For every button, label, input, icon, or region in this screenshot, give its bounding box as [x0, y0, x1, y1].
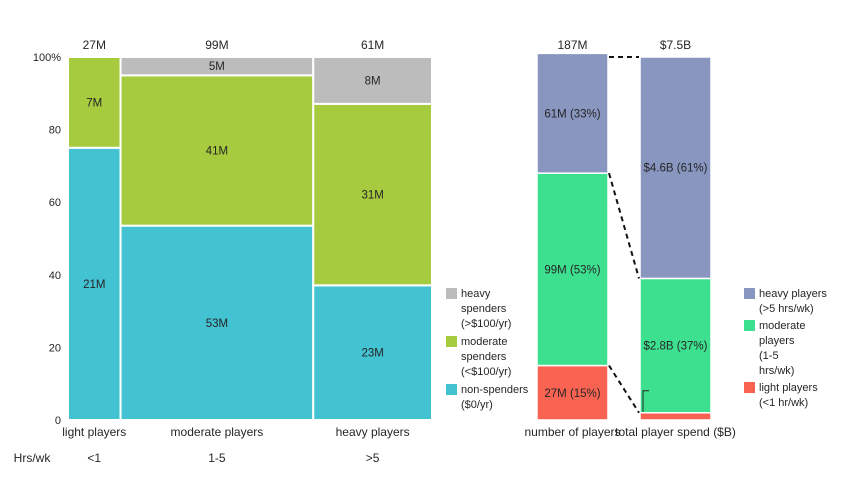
- stacked-bar-segment: [639, 411, 712, 421]
- hrs-value-label: 1-5: [208, 451, 226, 465]
- connector-dashed-line: [608, 365, 640, 414]
- legend-swatch: [744, 288, 755, 299]
- y-tick-label: 100%: [33, 52, 61, 64]
- segment-data-label: 27M (15%): [544, 388, 600, 400]
- y-tick-label: 40: [49, 270, 61, 282]
- legend-swatch: [446, 288, 457, 299]
- legend-label: ($0/yr): [461, 399, 493, 411]
- bar-total-label: 187M: [557, 38, 587, 52]
- legend-label: (<$100/yr): [461, 366, 511, 378]
- legend-label: heavy players: [759, 288, 827, 300]
- hrs-value-label: <1: [87, 451, 101, 465]
- stacked-bar-segment: [639, 56, 712, 280]
- segment-data-label: 5M: [209, 61, 225, 73]
- legend-label: spenders: [461, 303, 507, 315]
- segment-data-label: 53M: [206, 318, 228, 330]
- legend-label: (1-5: [759, 350, 779, 362]
- mekko-segment: [67, 56, 122, 149]
- column-total-label: 27M: [83, 38, 106, 52]
- legend-label: non-spenders: [461, 384, 529, 396]
- x-category-label: heavy players: [336, 425, 410, 439]
- hrs-value-label: >5: [366, 451, 380, 465]
- mekko-segment: [67, 146, 122, 421]
- legend-label: heavy: [461, 288, 491, 300]
- x-category-label: light players: [62, 425, 126, 439]
- mekko-segment: [312, 56, 433, 105]
- segment-data-label: 8M: [365, 75, 381, 87]
- mekko-segment: [119, 74, 315, 227]
- segment-data-label: $2.8B (37%): [644, 341, 708, 353]
- connector-dashed-line: [608, 172, 640, 279]
- legend-label: spenders: [461, 351, 507, 363]
- legend-label: moderate: [759, 320, 805, 332]
- legend-label: players: [759, 335, 795, 347]
- mekko-segment: [312, 284, 433, 421]
- y-tick-label: 80: [49, 125, 61, 137]
- legend-swatch: [446, 384, 457, 395]
- segment-data-label: 99M (53%): [544, 264, 600, 276]
- y-tick-label: 20: [49, 342, 61, 354]
- segment-data-label: $4.6B (61%): [644, 163, 708, 175]
- stacked-bar-segment: [536, 172, 609, 367]
- segment-data-label: 61M (33%): [544, 108, 600, 120]
- legend-label: (<1 hr/wk): [759, 397, 808, 409]
- x-category-label: total player spend ($B): [615, 425, 736, 439]
- segment-data-label: 21M: [83, 279, 105, 291]
- stacked-bar-segment: [536, 364, 609, 421]
- segment-data-label: 23M: [361, 348, 383, 360]
- legend-label: (>$100/yr): [461, 318, 511, 330]
- label-leader-line: [642, 390, 649, 412]
- hrs-row-label: Hrs/wk: [14, 451, 52, 465]
- legend-label: moderate: [461, 336, 507, 348]
- x-category-label: moderate players: [171, 425, 264, 439]
- legend-label: (>5 hrs/wk): [759, 303, 814, 315]
- legend-swatch: [744, 382, 755, 393]
- segment-data-label: 41M: [206, 146, 228, 158]
- x-category-label: number of players: [524, 425, 620, 439]
- legend-label: light players: [759, 382, 818, 394]
- mekko-segment: [312, 102, 433, 287]
- segment-data-label: 31M: [361, 190, 383, 202]
- legend-label: hrs/wk): [759, 365, 794, 377]
- legend-swatch: [446, 336, 457, 347]
- segment-data-label: 7M: [86, 97, 102, 109]
- column-total-label: 99M: [205, 38, 228, 52]
- column-total-label: 61M: [361, 38, 384, 52]
- y-tick-label: 60: [49, 197, 61, 209]
- legend-swatch: [744, 320, 755, 331]
- stacked-bar-segment: [536, 52, 609, 174]
- y-tick-label: 0: [55, 415, 61, 427]
- stacked-bar-segment: [639, 277, 712, 414]
- bar-total-label: $7.5B: [660, 38, 691, 52]
